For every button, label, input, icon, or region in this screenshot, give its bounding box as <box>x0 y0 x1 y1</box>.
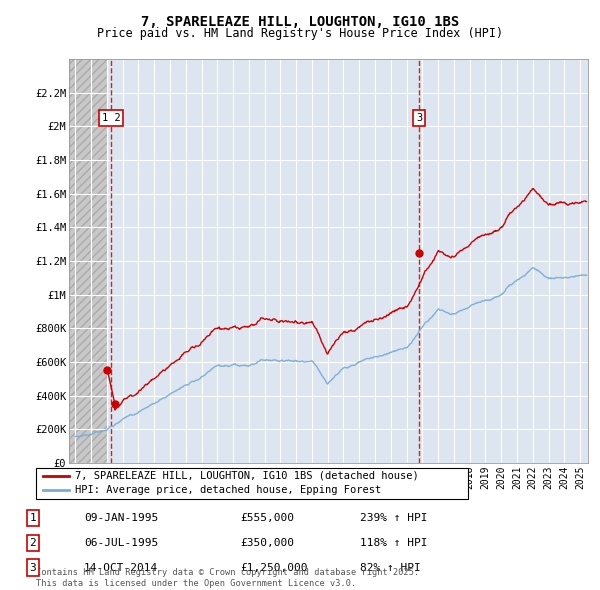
Text: 1: 1 <box>29 513 37 523</box>
Text: £1,250,000: £1,250,000 <box>240 563 308 572</box>
Text: 1 2: 1 2 <box>102 113 121 123</box>
Text: £555,000: £555,000 <box>240 513 294 523</box>
Text: £350,000: £350,000 <box>240 538 294 548</box>
Text: 7, SPARELEAZE HILL, LOUGHTON, IG10 1BS (detached house): 7, SPARELEAZE HILL, LOUGHTON, IG10 1BS (… <box>75 471 419 480</box>
Text: Price paid vs. HM Land Registry's House Price Index (HPI): Price paid vs. HM Land Registry's House … <box>97 27 503 40</box>
Text: 7, SPARELEAZE HILL, LOUGHTON, IG10 1BS: 7, SPARELEAZE HILL, LOUGHTON, IG10 1BS <box>141 15 459 29</box>
Text: 3: 3 <box>416 113 422 123</box>
Text: 06-JUL-1995: 06-JUL-1995 <box>84 538 158 548</box>
Text: 82% ↑ HPI: 82% ↑ HPI <box>360 563 421 572</box>
Text: 2: 2 <box>29 538 37 548</box>
Text: Contains HM Land Registry data © Crown copyright and database right 2025.
This d: Contains HM Land Registry data © Crown c… <box>36 568 419 588</box>
Text: 14-OCT-2014: 14-OCT-2014 <box>84 563 158 572</box>
Text: HPI: Average price, detached house, Epping Forest: HPI: Average price, detached house, Eppi… <box>75 485 381 495</box>
Text: 09-JAN-1995: 09-JAN-1995 <box>84 513 158 523</box>
Text: 239% ↑ HPI: 239% ↑ HPI <box>360 513 427 523</box>
Text: 3: 3 <box>29 563 37 572</box>
Text: 118% ↑ HPI: 118% ↑ HPI <box>360 538 427 548</box>
Bar <box>69 59 107 463</box>
